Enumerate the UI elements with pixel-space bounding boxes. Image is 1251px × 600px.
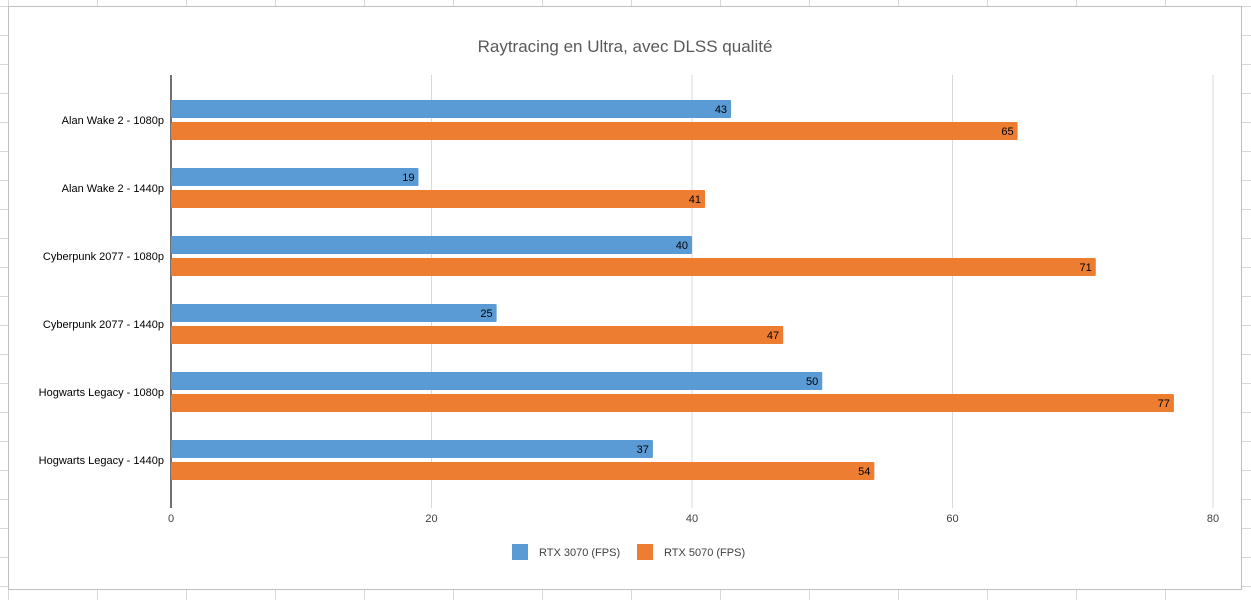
legend-swatch-1 — [637, 544, 653, 560]
bar-rtx5070 — [171, 462, 875, 480]
data-label: 77 — [1158, 398, 1170, 410]
data-label: 37 — [637, 444, 649, 456]
category-label: Alan Wake 2 - 1080p — [62, 115, 164, 127]
category-label: Hogwarts Legacy - 1080p — [39, 387, 164, 399]
category-label: Cyberpunk 2077 - 1080p — [43, 251, 164, 263]
data-label: 71 — [1080, 262, 1092, 274]
bar-rtx3070 — [171, 304, 497, 322]
data-label: 65 — [1001, 126, 1013, 138]
category-label: Cyberpunk 2077 - 1440p — [43, 319, 164, 331]
bar-rtx5070 — [171, 122, 1018, 140]
data-label: 41 — [689, 194, 701, 206]
bar-rtx3070 — [171, 372, 823, 390]
data-label: 43 — [715, 104, 727, 116]
bar-rtx3070 — [171, 100, 732, 118]
x-tick-label: 40 — [686, 513, 698, 525]
data-label: 47 — [767, 330, 779, 342]
data-label: 19 — [402, 172, 414, 184]
category-label: Alan Wake 2 - 1440p — [62, 183, 164, 195]
bar-rtx5070 — [171, 190, 706, 208]
legend-label: RTX 5070 (FPS) — [664, 547, 745, 559]
legend-swatch-0 — [512, 544, 528, 560]
x-tick-label: 80 — [1207, 513, 1219, 525]
bar-rtx3070 — [171, 168, 419, 186]
bar-rtx3070 — [171, 236, 692, 254]
data-label: 50 — [806, 376, 818, 388]
legend-label: RTX 3070 (FPS) — [539, 547, 620, 559]
x-tick-label: 60 — [946, 513, 958, 525]
bar-rtx5070 — [171, 326, 784, 344]
x-tick-label: 20 — [425, 513, 437, 525]
chart-title: Raytracing en Ultra, avec DLSS qualité — [478, 37, 773, 56]
x-tick-label: 0 — [168, 513, 174, 525]
data-label: 25 — [480, 308, 492, 320]
bar-rtx5070 — [171, 258, 1096, 276]
bar-rtx5070 — [171, 394, 1174, 412]
data-label: 40 — [676, 240, 688, 252]
category-label: Hogwarts Legacy - 1440p — [39, 455, 164, 467]
data-label: 54 — [858, 466, 870, 478]
bar-rtx3070 — [171, 440, 653, 458]
